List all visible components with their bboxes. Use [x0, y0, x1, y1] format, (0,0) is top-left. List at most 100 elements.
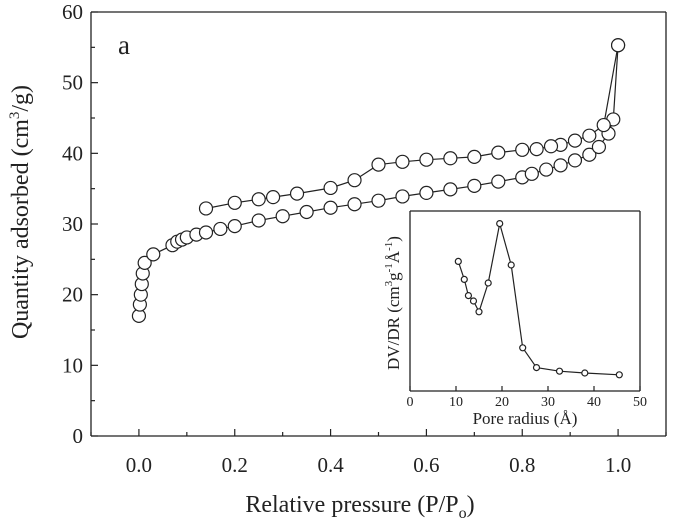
inset-x-tick-label: 0 [407, 395, 414, 410]
desorption-point [596, 117, 611, 133]
desorption-line [205, 45, 619, 210]
desorption-point [567, 133, 583, 148]
desorption-point [323, 180, 338, 196]
pore-distribution-point [532, 364, 541, 372]
adsorption-point [146, 247, 161, 262]
desorption-point [515, 142, 530, 157]
adsorption-point [275, 209, 290, 224]
main-y-axis-label: Quantity adsorbed (cm3/g) [7, 85, 34, 339]
main-x-axis-label: Relative pressure (P/Po) [245, 492, 474, 522]
adsorption-point [524, 166, 539, 181]
inset-background [410, 211, 640, 391]
inset-y-label-mid2: Å [384, 250, 403, 263]
main-y-tick-label: 50 [62, 71, 83, 95]
adsorption-point [467, 178, 482, 193]
inset-ticks [409, 386, 641, 391]
adsorption-point [395, 189, 410, 204]
adsorption-point [323, 200, 338, 215]
main-series-markers [131, 38, 626, 323]
desorption-point [395, 154, 410, 169]
main-x-label-end: ) [467, 492, 475, 518]
desorption-point [251, 192, 266, 207]
pore-distribution-point [581, 369, 589, 377]
desorption-point [265, 190, 281, 205]
adsorption-point [553, 158, 568, 173]
desorption-point [610, 38, 626, 53]
pore-distribution-point [460, 275, 468, 283]
inset-series-markers [454, 220, 623, 379]
main-y-tick-label: 20 [62, 283, 83, 307]
inset-x-tick-label: 20 [495, 395, 509, 410]
desorption-point [491, 145, 506, 160]
adsorption-point [251, 213, 266, 228]
desorption-point [543, 139, 559, 154]
main-y-label-text: Quantity adsorbed (cm [8, 119, 34, 339]
main-y-tick-label: 0 [73, 424, 84, 448]
inset-y-label-sup3: -1 [383, 242, 395, 251]
main-y-label-sup: 3 [7, 112, 23, 120]
main-x-tick-label: 0.4 [317, 453, 344, 477]
adsorption-point [227, 219, 242, 234]
main-x-label-text: Relative pressure (P/P [245, 492, 458, 518]
pore-distribution-point [464, 292, 473, 300]
main-x-tick-label: 0.8 [509, 453, 535, 477]
adsorption-point [443, 182, 458, 197]
desorption-point [529, 141, 544, 157]
desorption-point [347, 173, 362, 188]
main-y-tick-label: 40 [62, 141, 83, 165]
inset-y-axis-label: DV/DR (cm3g-1Å-1) [383, 236, 403, 370]
adsorption-point [137, 255, 152, 270]
pore-distribution-point [469, 297, 478, 305]
main-y-tick-label: 10 [62, 353, 83, 377]
main-y-tick-label: 60 [62, 0, 83, 24]
inset-x-axis-label: Pore radius (Å) [473, 409, 578, 428]
main-ticks [90, 11, 667, 437]
desorption-point [198, 201, 214, 216]
main-x-tick-label: 0.0 [126, 453, 152, 477]
desorption-point [467, 149, 482, 164]
adsorption-point [213, 221, 228, 237]
desorption-point [289, 186, 305, 201]
adsorption-point [299, 204, 314, 220]
adsorption-point [591, 139, 607, 155]
pore-distribution-point [519, 344, 527, 352]
adsorption-point [567, 153, 583, 168]
adsorption-point [419, 185, 434, 201]
pore-distribution-point [475, 308, 483, 316]
main-x-tick-label: 1.0 [605, 453, 631, 477]
pore-distribution-point [484, 279, 492, 287]
desorption-point [227, 195, 242, 210]
desorption-point [443, 151, 458, 166]
pore-distribution-point [454, 257, 462, 265]
inset-y-label-text: DV/DR (cm [384, 286, 403, 370]
desorption-point [582, 128, 597, 143]
pore-distribution-point [615, 371, 623, 379]
inset-x-tick-label: 30 [541, 395, 555, 410]
inset-x-tick-label: 50 [633, 395, 647, 410]
inset: 0 10 20 30 40 50 Pore radius (Å) DV/DR (cm3g-… [383, 210, 647, 428]
adsorption-point [198, 225, 214, 240]
pore-distribution-point [555, 367, 564, 375]
panel-label: a [118, 30, 130, 60]
pore-distribution-point [496, 220, 504, 228]
inset-y-label-mid: g [384, 272, 403, 281]
main-x-tick-label: 0.2 [222, 453, 248, 477]
desorption-point [419, 152, 434, 167]
inset-y-label-end: ) [384, 236, 403, 242]
adsorption-point [539, 162, 554, 177]
adsorption-point [491, 174, 506, 189]
desorption-point [371, 157, 386, 172]
inset-y-label-sup1: 3 [383, 280, 395, 286]
adsorption-point [371, 193, 386, 208]
adsorption-point [347, 197, 362, 212]
inset-x-tick-label: 40 [587, 395, 601, 410]
main-y-label-end: /g) [8, 85, 34, 112]
pore-distribution-point [507, 261, 515, 269]
inset-y-label-sup2: -1 [383, 263, 395, 272]
main-y-tick-label: 30 [62, 212, 83, 236]
adsorption-point [582, 147, 597, 162]
